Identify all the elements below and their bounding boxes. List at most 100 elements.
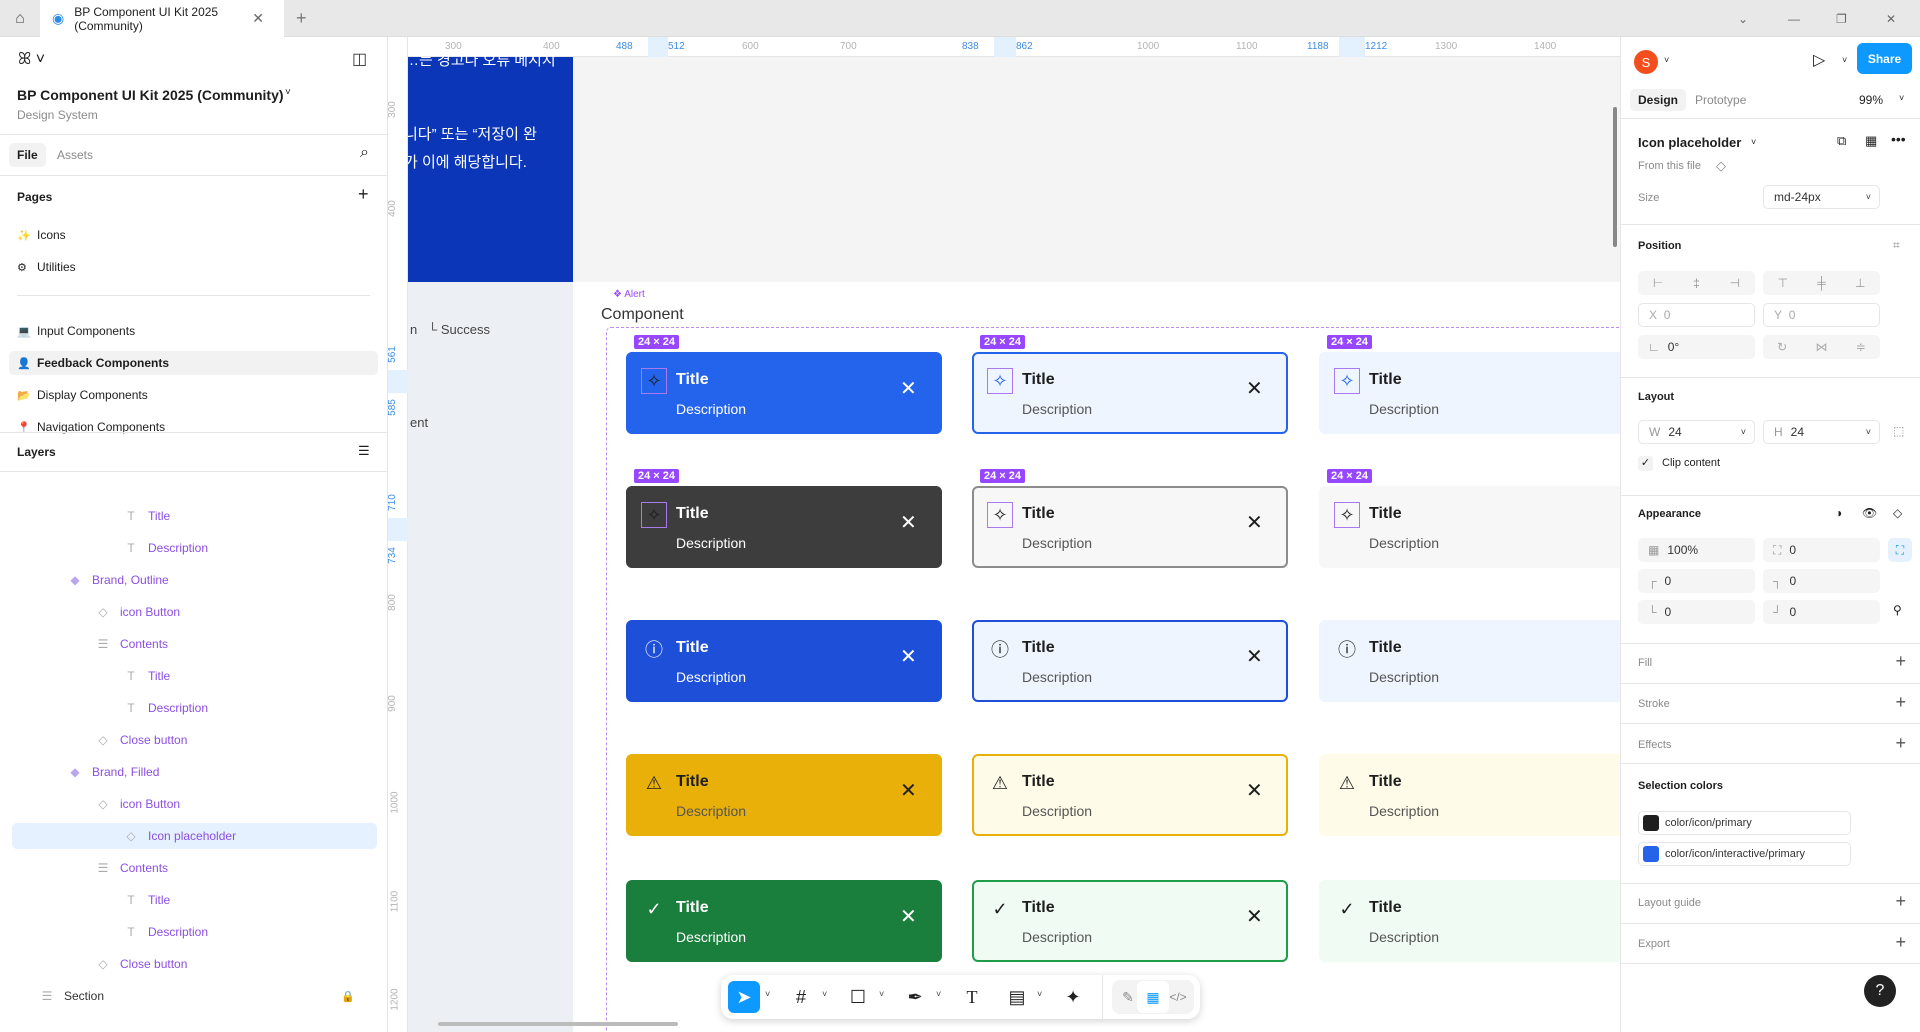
file-name[interactable]: BP Component UI Kit 2025 (Community) xyxy=(17,87,284,103)
selection-name[interactable]: Icon placeholder xyxy=(1638,135,1742,150)
opacity-input[interactable]: ▦ 100% xyxy=(1638,538,1755,562)
grid-icon[interactable]: ▦ xyxy=(1865,133,1878,148)
alert-card-warning[interactable]: ⚠ Title Description xyxy=(1319,754,1620,836)
close-icon[interactable]: ✕ xyxy=(1246,646,1263,668)
page-item[interactable]: ⚙ Utilities xyxy=(9,255,378,279)
share-button[interactable]: Share xyxy=(1857,43,1912,74)
clip-content-checkbox[interactable]: ✓ xyxy=(1638,456,1653,471)
layer-row[interactable]: ☰ Contents xyxy=(12,631,377,657)
chevron-down-icon[interactable]: ⌄ xyxy=(1738,11,1749,26)
layer-row[interactable]: ☰ Section 🔒 xyxy=(12,983,377,1009)
constraints-icon[interactable]: ⌗ xyxy=(1893,238,1900,252)
comment-tool-icon[interactable]: ▤ xyxy=(1008,986,1026,1007)
layer-row[interactable]: T Title xyxy=(12,663,377,689)
alert-card-warning[interactable]: ⚠ Title Description ✕ xyxy=(972,754,1288,836)
align-center-h-icon[interactable]: ‡ xyxy=(1693,276,1700,290)
alert-card-success[interactable]: ✓ Title Description ✕ xyxy=(626,880,942,962)
horizontal-align-group[interactable]: ⊢ ‡ ⊣ xyxy=(1638,271,1755,295)
alert-card-neutral[interactable]: ✧ Title Description ✕ 24 × 24 xyxy=(626,469,942,568)
alert-card-success[interactable]: ✓ Title Description xyxy=(1319,880,1620,962)
width-input[interactable]: W 24 ˅ xyxy=(1638,420,1755,444)
chevron-down-icon[interactable]: ˅ xyxy=(1037,989,1043,999)
rotation-input[interactable]: ∟ 0° xyxy=(1638,335,1755,359)
zoom-level[interactable]: 99% xyxy=(1859,93,1884,107)
selection-color-row[interactable]: color/icon/primary xyxy=(1638,811,1851,835)
figma-menu-icon[interactable]: ꕤ ˅ xyxy=(18,51,46,68)
close-icon[interactable]: ✕ xyxy=(1246,906,1263,928)
independent-corners-icon[interactable]: ⛶ xyxy=(1888,538,1912,562)
layer-row[interactable]: ◇ icon Button xyxy=(12,791,377,817)
layer-row[interactable]: T Description xyxy=(12,535,377,561)
ai-tool-icon[interactable]: ✦ xyxy=(1065,986,1081,1007)
minimize-button[interactable]: — xyxy=(1788,11,1800,26)
x-input[interactable]: X 0 xyxy=(1638,303,1755,327)
add-fill-icon[interactable]: + xyxy=(1895,651,1906,671)
design-mode-icon[interactable]: ▦ xyxy=(1137,981,1169,1013)
alert-card-brand[interactable]: ✧ Title Description ✕ 24 × 24 xyxy=(626,335,942,434)
alert-card-neutral[interactable]: ✧ Title Description ✕ 24 × 24 xyxy=(972,469,1288,568)
file-tab[interactable]: ◉ BP Component UI Kit 2025 (Community) ✕ xyxy=(40,0,284,37)
alert-card-info[interactable]: ⓘ Title Description xyxy=(1319,620,1620,702)
lock-icon[interactable]: 🔒 xyxy=(341,990,355,1003)
chevron-down-icon[interactable]: ˅ xyxy=(879,989,885,999)
restore-button[interactable]: ❐ xyxy=(1836,11,1847,26)
layer-row[interactable]: ◆ Brand, Filled xyxy=(12,759,377,785)
chevron-down-icon[interactable]: ˅ xyxy=(822,989,828,999)
add-layout-guide-icon[interactable]: + xyxy=(1895,891,1906,911)
home-icon[interactable]: ⌂ xyxy=(15,9,25,27)
text-tool-icon[interactable]: T xyxy=(966,986,978,1007)
add-effect-icon[interactable]: + xyxy=(1895,733,1906,753)
more-icon[interactable]: ••• xyxy=(1891,131,1906,147)
height-input[interactable]: H 24 ˅ xyxy=(1763,420,1880,444)
page-item[interactable]: 📍 Navigation Components xyxy=(9,415,378,439)
alert-card-info[interactable]: ⓘ Title Description ✕ xyxy=(626,620,942,702)
layer-row[interactable]: ◇ Icon placeholder xyxy=(12,823,377,849)
layer-row[interactable]: ◆ Brand, Outline xyxy=(12,567,377,593)
chevron-down-icon[interactable]: ˅ xyxy=(765,989,771,999)
tab-design[interactable]: Design xyxy=(1630,89,1687,111)
align-left-icon[interactable]: ⊢ xyxy=(1652,276,1664,290)
add-page-icon[interactable]: + xyxy=(358,184,369,204)
corner-radius-input[interactable]: ⛶ 0 xyxy=(1763,538,1880,562)
chevron-down-icon[interactable]: ˅ xyxy=(1751,137,1757,147)
bottom-right-radius-input[interactable]: ┘ 0 xyxy=(1763,600,1880,624)
bottom-left-radius-input[interactable]: └ 0 xyxy=(1638,600,1755,624)
page-item[interactable]: 📂 Display Components xyxy=(9,383,378,407)
chevron-down-icon[interactable]: ˅ xyxy=(936,989,942,999)
align-middle-icon[interactable]: ╪ xyxy=(1817,276,1826,290)
alert-card-success[interactable]: ✓ Title Description ✕ xyxy=(972,880,1288,962)
layer-row[interactable]: ☰ Contents xyxy=(12,855,377,881)
alert-card-brand[interactable]: ✧ Title Description ✕ 24 × 24 xyxy=(972,335,1288,434)
tab-file[interactable]: File xyxy=(9,143,46,167)
layer-row[interactable]: T Description xyxy=(12,695,377,721)
tab-prototype[interactable]: Prototype xyxy=(1695,93,1747,107)
align-right-icon[interactable]: ⊣ xyxy=(1729,276,1741,290)
alert-card-neutral[interactable]: ✧ Title Description 24 × 24 xyxy=(1319,469,1620,568)
canvas[interactable]: 300 400 488 512 600 700 838 862 1000 1100 1188 1212… xyxy=(388,37,1620,1032)
pen-tool-icon[interactable]: ✒ xyxy=(907,986,923,1007)
layer-row[interactable]: T Title xyxy=(12,887,377,913)
vertical-scrollbar[interactable] xyxy=(1613,107,1617,247)
frame-tool-icon[interactable]: # xyxy=(795,986,806,1007)
add-export-icon[interactable]: + xyxy=(1895,932,1906,952)
align-bottom-icon[interactable]: ⊥ xyxy=(1854,276,1866,290)
blend-mode-icon[interactable]: ◇ xyxy=(1893,506,1903,520)
align-top-icon[interactable]: ⊤ xyxy=(1777,276,1789,290)
close-icon[interactable]: ✕ xyxy=(900,512,917,534)
variable-mode-icon[interactable]: ◑ xyxy=(1835,506,1843,520)
add-stroke-icon[interactable]: + xyxy=(1895,692,1906,712)
new-tab-button[interactable]: + xyxy=(296,8,307,28)
chevron-down-icon[interactable]: ˅ xyxy=(285,87,291,98)
tab-assets[interactable]: Assets xyxy=(57,148,94,162)
alert-card-warning[interactable]: ⚠ Title Description ✕ xyxy=(626,754,942,836)
close-icon[interactable]: ✕ xyxy=(900,906,917,928)
selection-color-row[interactable]: color/icon/interactive/primary xyxy=(1638,842,1851,866)
chevron-down-icon[interactable]: ˅ xyxy=(1899,93,1905,103)
close-tab-icon[interactable]: ✕ xyxy=(252,10,264,26)
close-icon[interactable]: ✕ xyxy=(1246,512,1263,534)
page-item[interactable]: 💻 Input Components xyxy=(9,319,378,343)
draw-mode-icon[interactable]: ✎ xyxy=(1122,988,1134,1005)
avatar[interactable]: S xyxy=(1634,50,1658,74)
top-right-radius-input[interactable]: ┐ 0 xyxy=(1763,569,1880,593)
component-set-frame[interactable] xyxy=(606,327,1620,1032)
